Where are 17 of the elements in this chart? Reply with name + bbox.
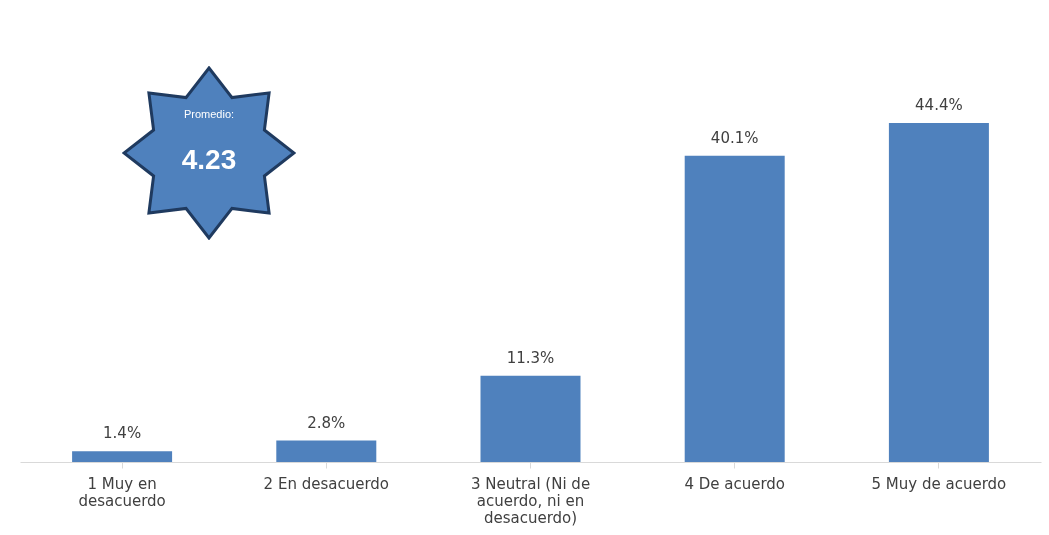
bar [480,375,581,462]
data-label: 40.1% [710,128,759,147]
bar [684,155,785,462]
bar [888,123,989,462]
data-label: 11.3% [506,348,555,367]
data-label: 44.4% [915,96,963,114]
data-label: 2.8% [307,413,346,432]
bar [276,440,377,462]
data-label: 1.4% [103,424,142,443]
x-tick-label: 4 De acuerdo [684,474,786,493]
x-tick-label: 5 Muy de acuerdo [871,474,1007,493]
x-tick-label: 3 Neutral (Ni de acuerdo, ni en desacuerdo) [470,474,591,527]
text: Promedio: [182,108,236,120]
bar [72,451,173,462]
x-tick-label: 2 En desacuerdo [263,474,389,493]
x-tick-label: 1 Muy en desacuerdo [78,474,166,510]
annotation: 4.23 [180,144,238,176]
